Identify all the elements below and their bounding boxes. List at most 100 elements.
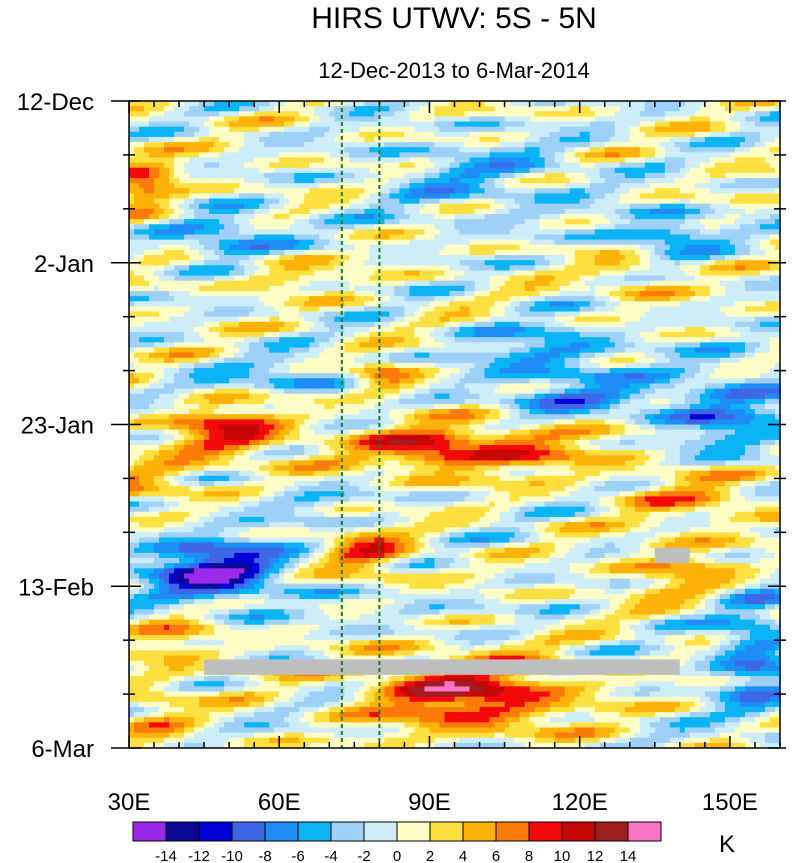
field-cell [439,193,446,200]
field-cell [614,198,621,205]
field-cell [754,198,761,205]
field-cell [419,275,426,282]
field-cell [654,162,661,169]
field-cell [164,234,170,241]
field-cell [149,126,155,133]
field-cell [449,290,456,297]
field-cell [454,203,461,210]
field-cell [599,198,606,205]
field-cell [434,229,441,236]
field-cell [669,136,676,143]
field-cell [739,208,746,215]
field-cell [544,280,551,287]
field-cell [239,270,245,277]
field-cell [284,131,290,138]
field-cell [769,136,776,143]
field-cell [769,203,776,210]
field-cell [274,101,280,107]
field-cell [539,290,546,297]
field-cell [734,193,741,200]
field-cell [764,234,771,241]
field-cell [389,265,396,272]
field-cell [489,260,496,266]
field-cell [569,203,576,210]
field-cell [719,193,726,200]
field-cell [204,157,210,164]
field-cell [659,172,666,179]
field-cell [474,116,481,123]
field-cell [389,121,396,128]
field-cell [744,265,751,272]
field-cell [664,152,671,159]
field-cell [194,203,200,210]
field-cell [564,265,571,272]
field-cell [759,290,766,297]
field-cell [494,101,501,107]
field-cell [404,285,411,292]
field-cell [669,101,676,107]
field-cell [509,188,516,195]
field-cell [259,208,265,215]
field-cell [264,116,270,123]
field-cell [664,275,671,282]
field-cell [739,234,746,241]
field-cell [619,152,626,159]
field-cell [684,224,691,230]
field-cell [184,162,190,169]
field-cell [389,106,396,112]
field-cell [659,290,666,297]
field-cell [254,219,260,225]
field-cell [439,162,446,169]
field-cell [219,270,225,277]
field-cell [434,260,441,266]
field-cell [544,198,551,205]
field-cell [399,147,406,153]
field-cell [319,178,325,184]
field-cell [304,239,310,246]
field-cell [489,136,496,143]
field-cell [649,121,656,128]
field-cell [689,229,696,236]
field-cell [284,255,290,261]
field-cell [484,239,491,246]
field-cell [704,198,711,205]
field-cell [164,193,170,200]
field-cell [649,152,656,159]
field-cell [694,234,701,241]
field-cell [514,275,521,282]
field-cell [294,101,300,107]
field-cell [604,188,611,195]
field-cell [569,136,576,143]
field-cell [414,167,421,174]
field-cell [274,142,280,148]
field-cell [309,208,315,215]
field-cell [709,167,716,174]
field-cell [274,275,280,282]
field-cell [364,136,370,143]
field-cell [214,121,220,128]
field-cell [159,280,165,287]
field-cell [539,239,546,246]
field-cell [759,198,766,205]
field-cell [134,126,140,133]
field-cell [709,188,716,195]
field-cell [759,121,766,128]
field-cell [719,126,726,133]
field-cell [729,188,736,195]
field-cell [569,255,576,261]
field-cell [734,106,741,112]
field-cell [484,255,491,261]
field-cell [189,142,195,148]
field-cell [174,224,180,230]
field-cell [269,239,275,246]
field-cell [139,255,145,261]
field-cell [619,193,626,200]
field-cell [754,213,761,220]
field-cell [774,224,781,230]
field-cell [439,106,446,112]
field-cell [699,203,706,210]
field-cell [264,239,270,246]
field-cell [144,255,150,261]
field-cell [154,131,160,138]
field-cell [694,255,701,261]
